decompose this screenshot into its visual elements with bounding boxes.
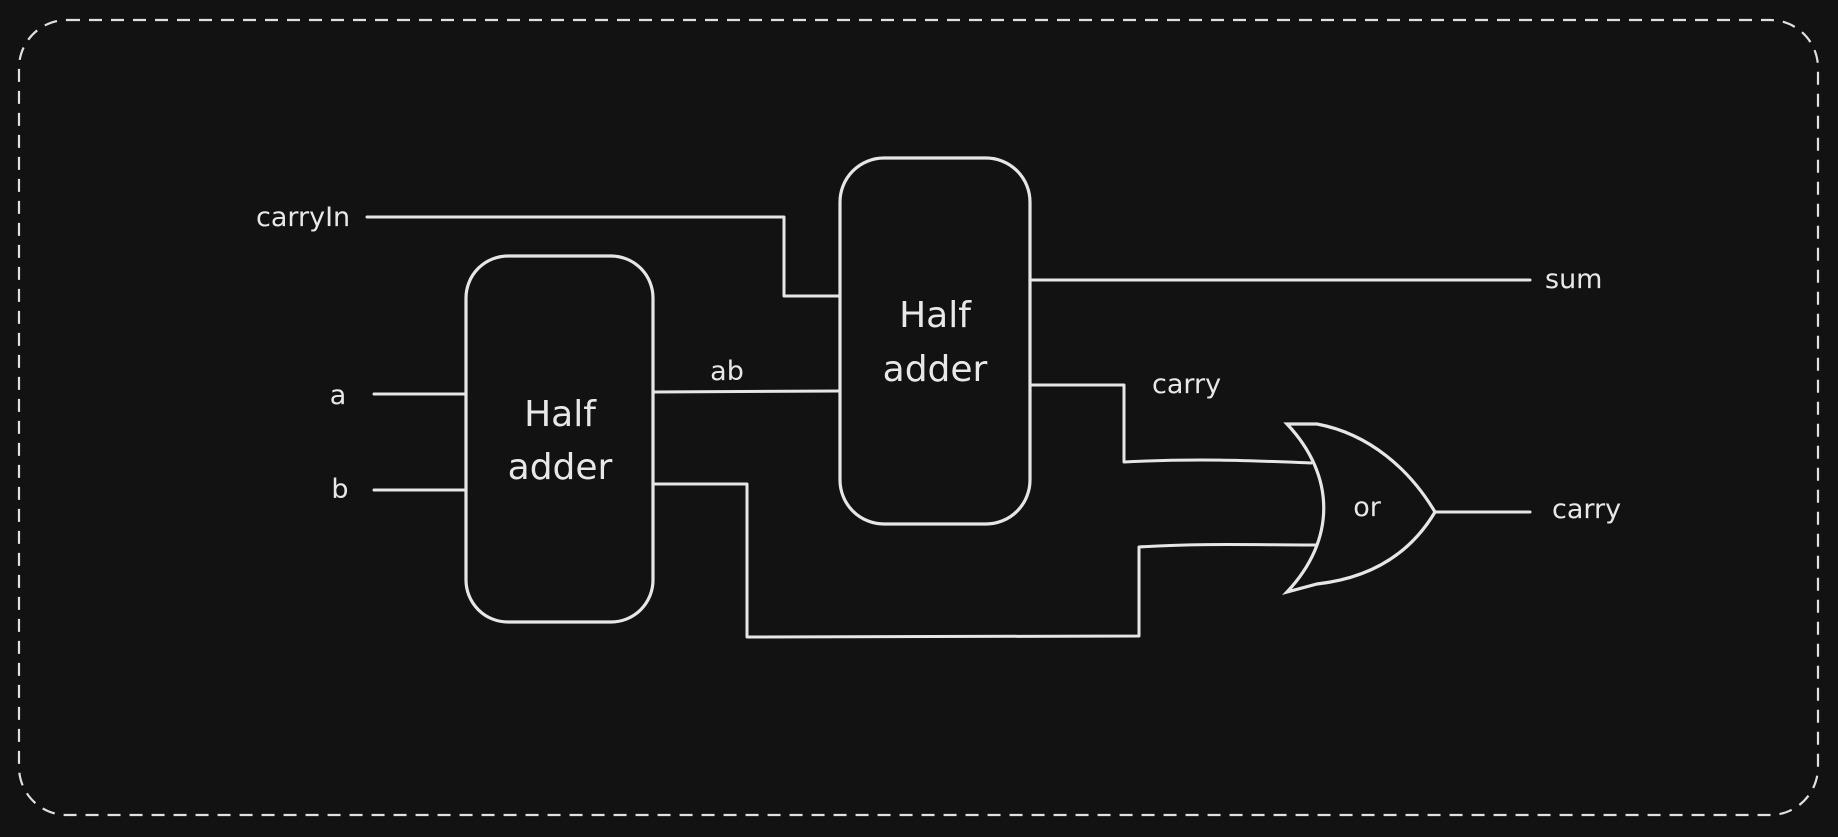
output-carry-label: carry — [1552, 494, 1621, 525]
wire-carry-internal — [1030, 383, 1313, 465]
input-a-label: a — [330, 380, 347, 411]
half-adder-2 — [838, 156, 1032, 526]
or-gate — [1281, 422, 1437, 595]
half-adder-2-label-line1: Half — [899, 295, 972, 336]
wire-carryin — [365, 215, 841, 298]
half-adder-1 — [464, 254, 655, 624]
or-gate-label: or — [1353, 492, 1382, 523]
half-adder-2-label-line2: adder — [883, 349, 988, 390]
half-adder-1-label-line2: adder — [508, 447, 613, 488]
wire-carry-ab — [652, 482, 1319, 639]
signal-carry-label: carry — [1152, 369, 1221, 400]
input-b-label: b — [331, 474, 348, 505]
output-sum-label: sum — [1545, 264, 1602, 295]
signal-ab-label: ab — [710, 356, 744, 387]
carry-in-label: carryIn — [256, 202, 350, 233]
half-adder-1-label-line1: Half — [524, 394, 597, 435]
wire-ab — [652, 389, 842, 394]
